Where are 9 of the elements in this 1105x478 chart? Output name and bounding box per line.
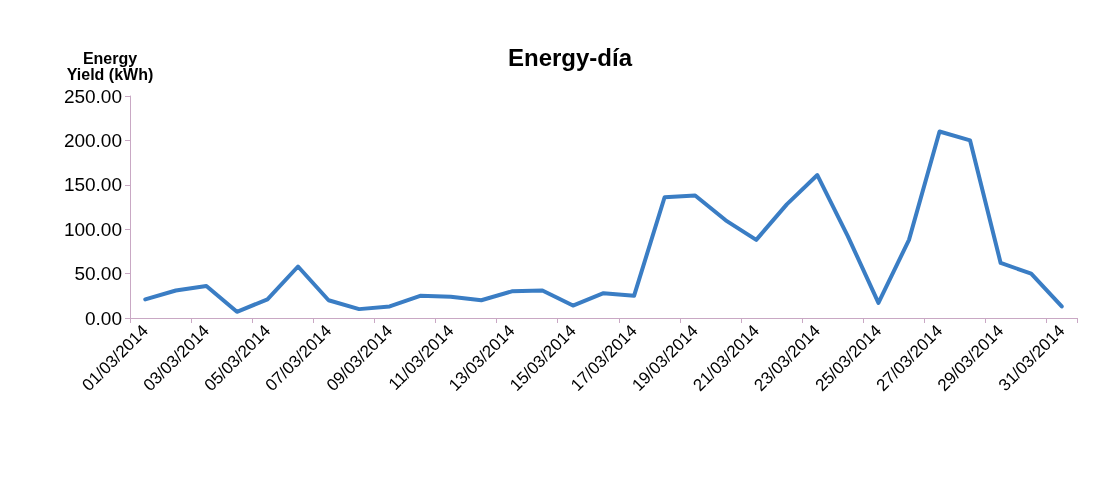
- line-series: [143, 129, 1064, 314]
- y-tick-label: 250.00: [63, 85, 122, 107]
- y-tick-label: 50.00: [74, 263, 122, 285]
- y-tick-label: 200.00: [63, 129, 122, 151]
- y-tick-label: 150.00: [63, 174, 122, 196]
- y-tick-label: 100.00: [63, 218, 122, 240]
- y-axis-title: Energy Yield (kWh): [66, 49, 154, 83]
- chart-title: Energy-día: [507, 43, 633, 71]
- y-tick-label: 0.00: [85, 307, 122, 329]
